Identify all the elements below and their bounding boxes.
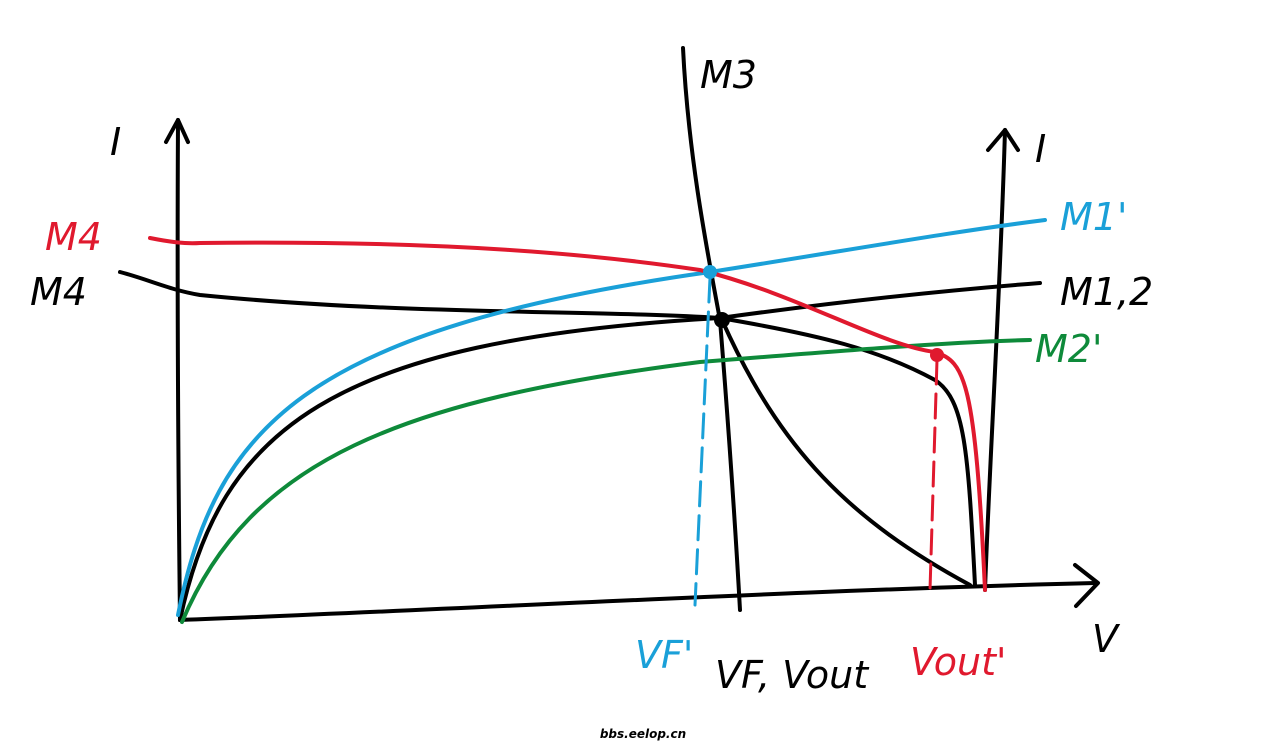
label: M4	[45, 215, 102, 259]
m4-black-curve	[118, 270, 977, 587]
m3-curve	[681, 46, 742, 612]
black-curves	[118, 46, 1042, 622]
axes	[164, 118, 1100, 622]
vout-prime-guide	[928, 358, 939, 592]
point-m1-prime	[703, 265, 717, 279]
right-axis	[983, 128, 1007, 592]
labels: M3 I I M4 M4 M1' M1,2 M2' V VF' VF, Vout…	[30, 53, 1153, 697]
vf-prime-guide	[693, 276, 712, 607]
watermark: bbs.eelop.cn	[600, 727, 686, 741]
point-operating	[714, 312, 730, 328]
label: Vout'	[910, 640, 1006, 684]
label: VF, Vout	[715, 653, 870, 697]
m1-prime-curve	[176, 218, 1047, 617]
m2-prime-curve	[180, 338, 1032, 624]
label: M2'	[1035, 327, 1102, 371]
left-arrow	[164, 118, 190, 144]
m4-red-curve	[148, 236, 987, 592]
label: V	[1092, 617, 1121, 661]
m12-curve	[178, 281, 1042, 622]
label: M1,2	[1060, 270, 1153, 314]
bottom-axis	[178, 581, 1097, 622]
label: M1'	[1060, 195, 1127, 239]
point-vout-prime	[930, 348, 944, 362]
m3-tail	[720, 318, 972, 587]
label: M3	[700, 53, 757, 97]
right-arrow	[986, 128, 1020, 152]
label: M4	[30, 270, 87, 314]
label: I	[1035, 127, 1046, 171]
bottom-arrow	[1073, 563, 1100, 608]
label: I	[110, 120, 121, 164]
left-axis	[175, 118, 182, 622]
label: VF'	[635, 633, 693, 677]
